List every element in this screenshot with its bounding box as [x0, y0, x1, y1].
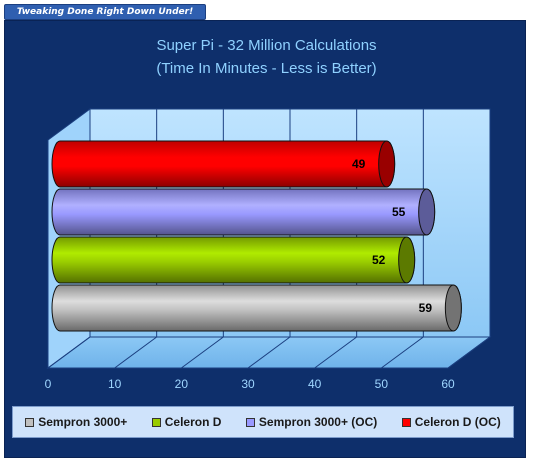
bar-value-label: 52: [372, 253, 386, 267]
x-tick-label: 20: [175, 377, 189, 391]
bar-end-cap: [444, 284, 462, 332]
legend-label: Sempron 3000+: [38, 415, 128, 429]
legend-item: Sempron 3000+ (OC): [245, 415, 378, 429]
bar: [51, 284, 462, 332]
chart-legend: Sempron 3000+ Celeron D Sempron 3000+ (O…: [12, 406, 514, 438]
bar-value-label: 55: [392, 205, 406, 219]
legend-swatch-celeron: [151, 417, 161, 427]
legend-swatch-sempron: [25, 417, 35, 427]
x-tick-label: 60: [441, 377, 455, 391]
legend-swatch-celeron-oc: [401, 417, 411, 427]
gridline-floor: [381, 336, 424, 369]
bar-value-label: 49: [352, 157, 366, 171]
legend-label: Celeron D (OC): [414, 415, 501, 429]
bar: [51, 140, 396, 188]
bar-end-cap: [398, 236, 416, 284]
x-tick-label: 30: [241, 377, 255, 391]
chart-subtitle: (Time In Minutes - Less is Better): [156, 60, 377, 77]
legend-item: Celeron D: [151, 415, 222, 429]
legend-swatch-sempron-oc: [245, 417, 255, 427]
gridline-floor: [47, 336, 91, 369]
legend-item: Celeron D (OC): [401, 415, 501, 429]
gridline-floor: [114, 336, 157, 369]
bar-end-cap: [418, 188, 436, 236]
legend-label: Celeron D: [164, 415, 222, 429]
site-banner: Tweaking Done Right Down Under!: [4, 4, 206, 20]
x-tick-label: 40: [308, 377, 322, 391]
gridline-floor: [314, 336, 357, 369]
x-tick-label: 50: [375, 377, 389, 391]
bar-end-cap: [378, 140, 396, 188]
gridline-floor: [181, 336, 224, 369]
x-tick-label: 10: [108, 377, 122, 391]
bar: [51, 236, 416, 284]
gridline-floor: [247, 336, 291, 369]
bar-value-label: 59: [419, 301, 433, 315]
legend-item: Sempron 3000+: [25, 415, 127, 429]
legend-label: Sempron 3000+ (OC): [258, 415, 378, 429]
x-tick-label: 0: [45, 377, 52, 391]
bar: [51, 188, 436, 236]
gridline-floor: [447, 336, 491, 369]
chart-title: Super Pi - 32 Million Calculations: [156, 37, 377, 54]
